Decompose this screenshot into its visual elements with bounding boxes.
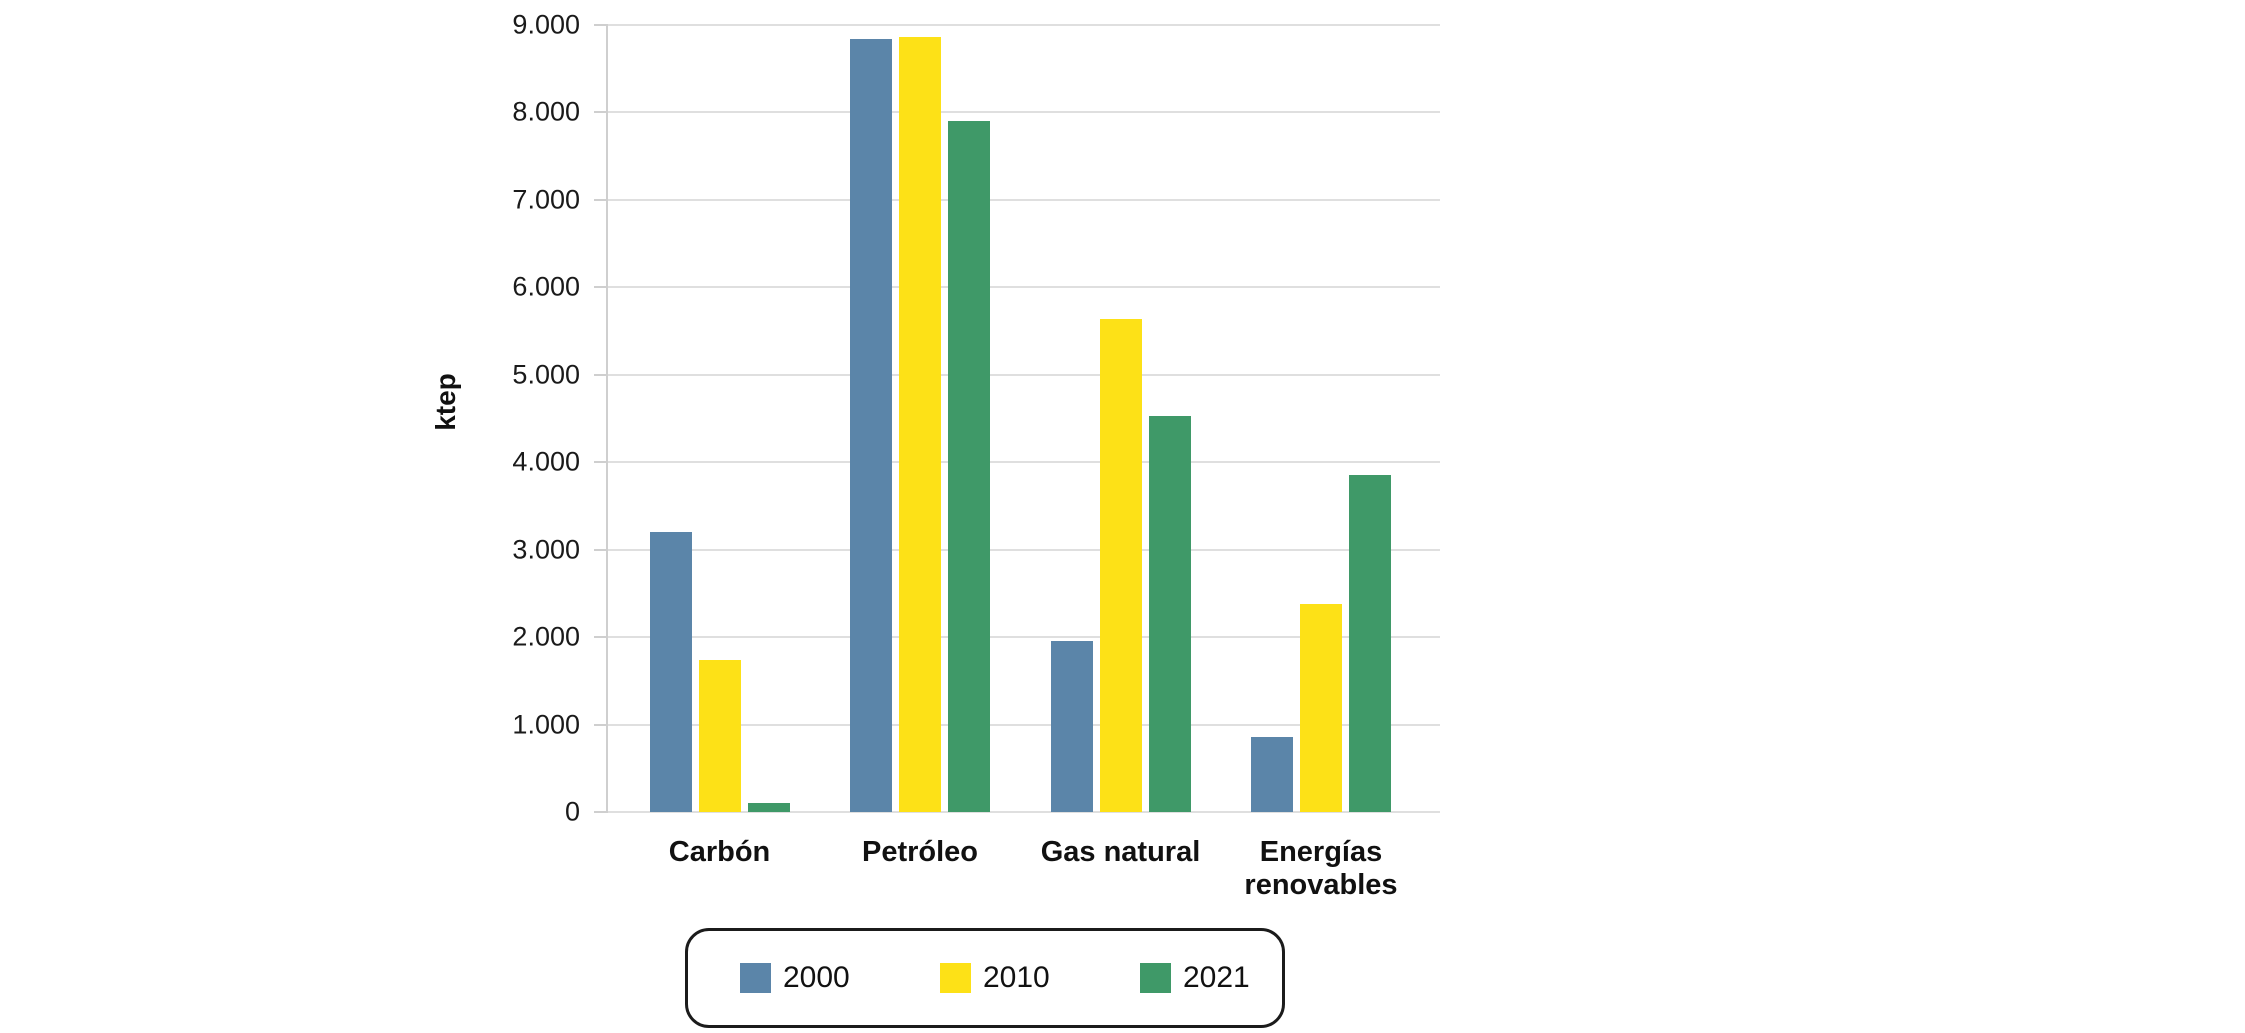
y-tick-label-4000: 4.000 (512, 446, 580, 477)
bar-carbon-2000 (649, 532, 692, 812)
y-tick-label-6000: 6.000 (512, 271, 580, 302)
y-tick-label-7000: 7.000 (512, 184, 580, 214)
bar-energias-renovables-2021 (1349, 475, 1391, 812)
y-tick-6000 (594, 286, 607, 288)
gridline-4000 (607, 461, 1440, 463)
y-tick-2000 (594, 636, 607, 638)
y-tick-label-3000: 3.000 (512, 534, 580, 564)
bar-gas-natural-2000 (1050, 641, 1093, 812)
y-tick-0 (594, 811, 607, 813)
bar-energias-renovables-2010 (1300, 603, 1342, 812)
bar-petroleo-2021 (948, 120, 990, 812)
bar-gas-natural-2010 (1099, 318, 1142, 812)
legend-label-2000: 2000 (783, 961, 850, 994)
y-tick-3000 (594, 548, 607, 551)
legend-swatch-2021 (1140, 963, 1171, 993)
gridline-3000 (607, 548, 1440, 551)
bar-petroleo-2010 (899, 36, 941, 812)
y-tick-1000 (594, 723, 607, 726)
gridline-0 (607, 811, 1440, 813)
y-axis-title: ktep (430, 373, 461, 431)
y-tick-label-1000: 1.000 (512, 709, 580, 739)
gridline-2000 (607, 636, 1440, 638)
gridline-5000 (607, 373, 1440, 376)
gridline-9000 (607, 23, 1440, 26)
gridline-1000 (607, 723, 1440, 726)
y-tick-label-9000: 9.000 (512, 9, 580, 39)
bar-petroleo-2000 (850, 38, 892, 812)
y-tick-label-0: 0 (564, 796, 580, 827)
legend-entry-2000: 2000 (740, 961, 850, 995)
gridline-6000 (607, 286, 1440, 288)
gridline-8000 (607, 111, 1440, 113)
y-tick-4000 (594, 461, 607, 463)
bar-gas-natural-2021 (1148, 415, 1191, 812)
legend-entry-2021: 2021 (1140, 961, 1250, 995)
y-tick-8000 (594, 111, 607, 113)
legend-swatch-2000 (740, 963, 771, 993)
x-tick-label-energias-renovables: Energías renovables (1244, 836, 1398, 902)
x-tick-label-carbon: Carbón (668, 836, 771, 868)
bar-carbon-2010 (698, 659, 741, 812)
x-tick-label-gas-natural: Gas natural (1040, 836, 1201, 868)
x-tick-label-petroleo: Petróleo (861, 836, 979, 868)
legend: 2000 2010 2021 (685, 928, 1285, 1028)
y-axis-line (606, 23, 608, 813)
y-tick-label-5000: 5.000 (512, 359, 580, 389)
y-tick-label-2000: 2.000 (512, 621, 580, 652)
bar-energias-renovables-2000 (1251, 736, 1293, 812)
y-tick-9000 (594, 23, 607, 26)
bar-carbon-2021 (747, 803, 790, 812)
y-tick-5000 (594, 373, 607, 376)
y-tick-label-8000: 8.000 (512, 96, 580, 127)
legend-label-2010: 2010 (983, 961, 1050, 994)
legend-label-2021: 2021 (1183, 961, 1250, 994)
y-tick-7000 (594, 198, 607, 201)
gridline-7000 (607, 198, 1440, 201)
legend-entry-2010: 2010 (940, 961, 1050, 995)
legend-swatch-2010 (940, 963, 971, 993)
